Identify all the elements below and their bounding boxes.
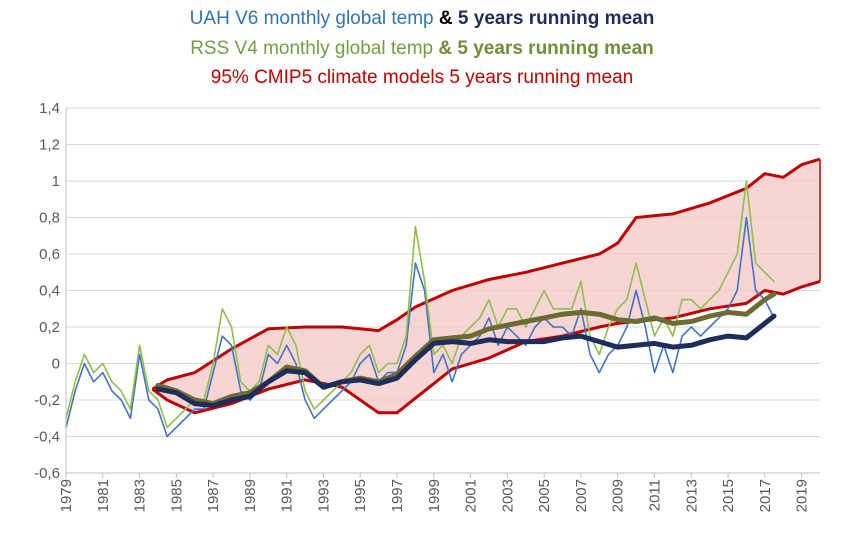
title-uah-text: UAH V6 monthly global temp (189, 8, 434, 29)
rss-monthly-line (65, 180, 775, 429)
x-tick-label: 2015 (720, 479, 737, 512)
x-tick-label: 2005 (536, 479, 553, 512)
x-tick-label: 2017 (757, 479, 774, 512)
cmip-upper-line (151, 157, 821, 391)
x-tick-label: 2009 (610, 479, 627, 512)
x-tick-label: 1997 (389, 479, 406, 512)
x-tick-label: 1985 (168, 479, 185, 512)
cmip-band (151, 157, 821, 415)
title-uah-amp: & (433, 8, 458, 29)
x-tick-label: 1999 (426, 479, 443, 512)
x-tick-label: 2001 (463, 479, 480, 512)
x-tick-label: 1995 (352, 479, 369, 512)
y-tick-label: 1,2 (39, 137, 60, 154)
y-tick-label: 0 (52, 356, 60, 373)
uah-monthly-line (65, 216, 775, 438)
y-tick-label: -0,4 (34, 429, 60, 446)
series-lines (65, 180, 777, 438)
chart-title-rss: RSS V4 monthly global temp & 5 years run… (0, 38, 844, 60)
chart-title-uah: UAH V6 monthly global temp & 5 years run… (0, 8, 844, 30)
x-tick-label: 2019 (794, 479, 811, 512)
x-tick-label: 1983 (132, 479, 149, 512)
x-tick-label: 1987 (205, 479, 222, 512)
x-tick-label: 2011 (646, 479, 663, 511)
y-tick-label: -0,2 (34, 392, 60, 409)
x-tick-label: 2007 (573, 479, 590, 512)
x-tick-label: 2013 (683, 479, 700, 512)
title-rss-text: RSS V4 monthly global temp (190, 38, 434, 59)
y-tick-label: 0,2 (39, 319, 60, 336)
y-tick-label: 1,4 (39, 100, 60, 117)
title-rss-mean-text: & 5 years running mean (433, 38, 654, 59)
title-uah-mean-text: 5 years running mean (457, 8, 655, 29)
y-tick-label: -0,6 (34, 465, 60, 482)
y-tick-label: 0,4 (39, 283, 60, 300)
x-tick-label: 1989 (242, 479, 259, 512)
y-tick-label: 0,6 (39, 246, 60, 263)
x-tick-label: 1993 (315, 479, 332, 512)
axes: -0,6 -0,4 -0,2 0 0,2 0,4 0,6 0,8 1 1,2 1,4 1979 1981… (34, 100, 820, 512)
x-tick-label: 1979 (58, 479, 75, 512)
cmip-lower-line (151, 279, 821, 415)
chart-title-cmip: 95% CMIP5 climate models 5 years running… (210, 67, 634, 88)
y-tick-label: 0,8 (39, 210, 60, 227)
y-tick-label: 1 (52, 173, 60, 190)
cmip-band-fill (152, 159, 820, 413)
x-tick-label: 1991 (279, 479, 296, 512)
x-tick-label: 1981 (95, 479, 112, 512)
uah-running-mean-line (155, 313, 777, 408)
x-tick-label: 2003 (499, 479, 516, 512)
